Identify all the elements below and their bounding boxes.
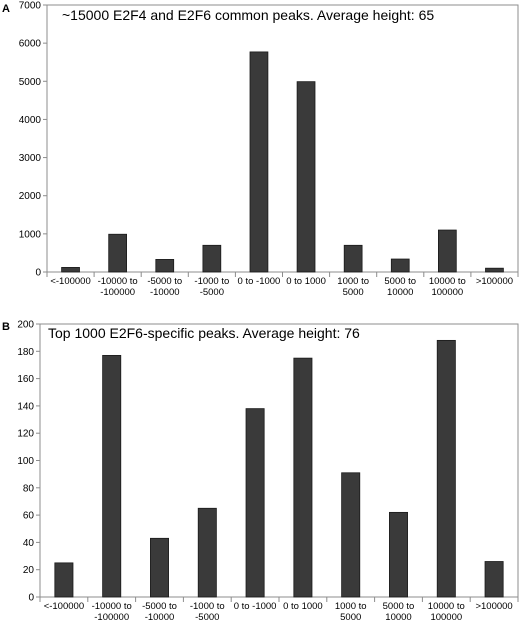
y-tick-label: 100 (17, 456, 34, 467)
bar-a-7 (390, 258, 410, 273)
category-label: -5000 (195, 612, 219, 623)
category-label: -100000 (100, 287, 135, 298)
category-label: 1000 to (337, 276, 369, 287)
category-label: 0 to -1000 (234, 601, 277, 612)
category-label: -10000 to (98, 276, 138, 287)
y-tick-label: 5000 (19, 77, 42, 88)
category-label: 10000 to (429, 276, 466, 287)
category-label: >100000 (475, 601, 512, 612)
y-tick-label: 140 (17, 401, 34, 412)
category-label: -5000 to (147, 276, 182, 287)
y-tick-label: 160 (17, 374, 34, 385)
category-label: 0 to 1000 (286, 276, 326, 287)
bar-b-5 (293, 357, 313, 598)
chart-panel-a: A ~15000 E2F4 and E2F6 common peaks. Ave… (2, 1, 519, 298)
bar-a-8 (438, 229, 457, 273)
category-label: <-100000 (50, 276, 90, 287)
category-label: -100000 (94, 612, 129, 623)
y-tick-label: 20 (23, 565, 35, 576)
category-label: <-100000 (44, 601, 84, 612)
category-label: -10000 to (92, 601, 132, 612)
y-tick-label: 4000 (19, 115, 42, 126)
y-tick-label: 60 (23, 511, 35, 522)
bar-b-8 (436, 339, 456, 598)
chart-title-a: ~15000 E2F4 and E2F6 common peaks. Avera… (62, 7, 434, 23)
bar-b-2 (150, 537, 169, 598)
bar-a-4 (249, 51, 269, 273)
category-label: -5000 (200, 287, 224, 298)
category-label: -1000 to (194, 276, 229, 287)
category-label: 5000 (340, 612, 361, 623)
bar-a-1 (108, 233, 127, 273)
bar-a-9 (485, 267, 504, 273)
category-label: -1000 to (190, 601, 225, 612)
category-label: -10000 (145, 612, 175, 623)
category-label: 100000 (431, 287, 463, 298)
panel-label-b: B (2, 321, 10, 333)
y-tick-label: 7000 (19, 1, 42, 12)
category-label: 10000 to (428, 601, 465, 612)
chart-panel-b: B Top 1000 E2F6-specific peaks. Average … (2, 320, 519, 623)
panel-label-a: A (2, 3, 10, 15)
bar-a-3 (202, 244, 222, 273)
y-tick-label: 180 (17, 347, 34, 358)
bar-a-0 (61, 267, 80, 273)
category-label: -10000 (150, 287, 180, 298)
chart-title-b: Top 1000 E2F6-specific peaks. Average he… (48, 325, 360, 341)
category-label: 10000 (387, 287, 413, 298)
category-label: 5000 to (383, 601, 415, 612)
bar-b-4 (245, 408, 265, 598)
y-tick-label: 40 (23, 538, 35, 549)
y-tick-label: 3000 (19, 153, 42, 164)
bar-b-1 (102, 354, 122, 598)
y-tick-label: 6000 (19, 39, 42, 50)
y-tick-label: 2000 (19, 191, 42, 202)
y-tick-label: 120 (17, 429, 34, 440)
category-label: 5000 (343, 287, 364, 298)
category-label: -5000 to (142, 601, 177, 612)
category-label: 10000 (385, 612, 411, 623)
category-label: 0 to -1000 (238, 276, 281, 287)
category-label: 1000 to (335, 601, 367, 612)
y-tick-label: 1000 (19, 229, 42, 240)
category-label: 5000 to (384, 276, 416, 287)
y-tick-label: 0 (28, 593, 34, 604)
category-label: 100000 (430, 612, 462, 623)
bar-b-9 (484, 561, 504, 598)
bar-a-2 (155, 259, 175, 273)
bar-b-7 (389, 511, 408, 598)
category-label: >100000 (476, 276, 513, 287)
bar-a-6 (343, 244, 363, 273)
bar-a-5 (296, 81, 316, 273)
bar-b-0 (54, 562, 74, 598)
category-label: 0 to 1000 (283, 601, 323, 612)
bar-b-6 (341, 472, 361, 598)
y-tick-label: 200 (17, 320, 34, 331)
y-tick-label: 80 (23, 483, 35, 494)
bar-b-3 (197, 507, 217, 598)
y-tick-label: 0 (35, 268, 41, 279)
